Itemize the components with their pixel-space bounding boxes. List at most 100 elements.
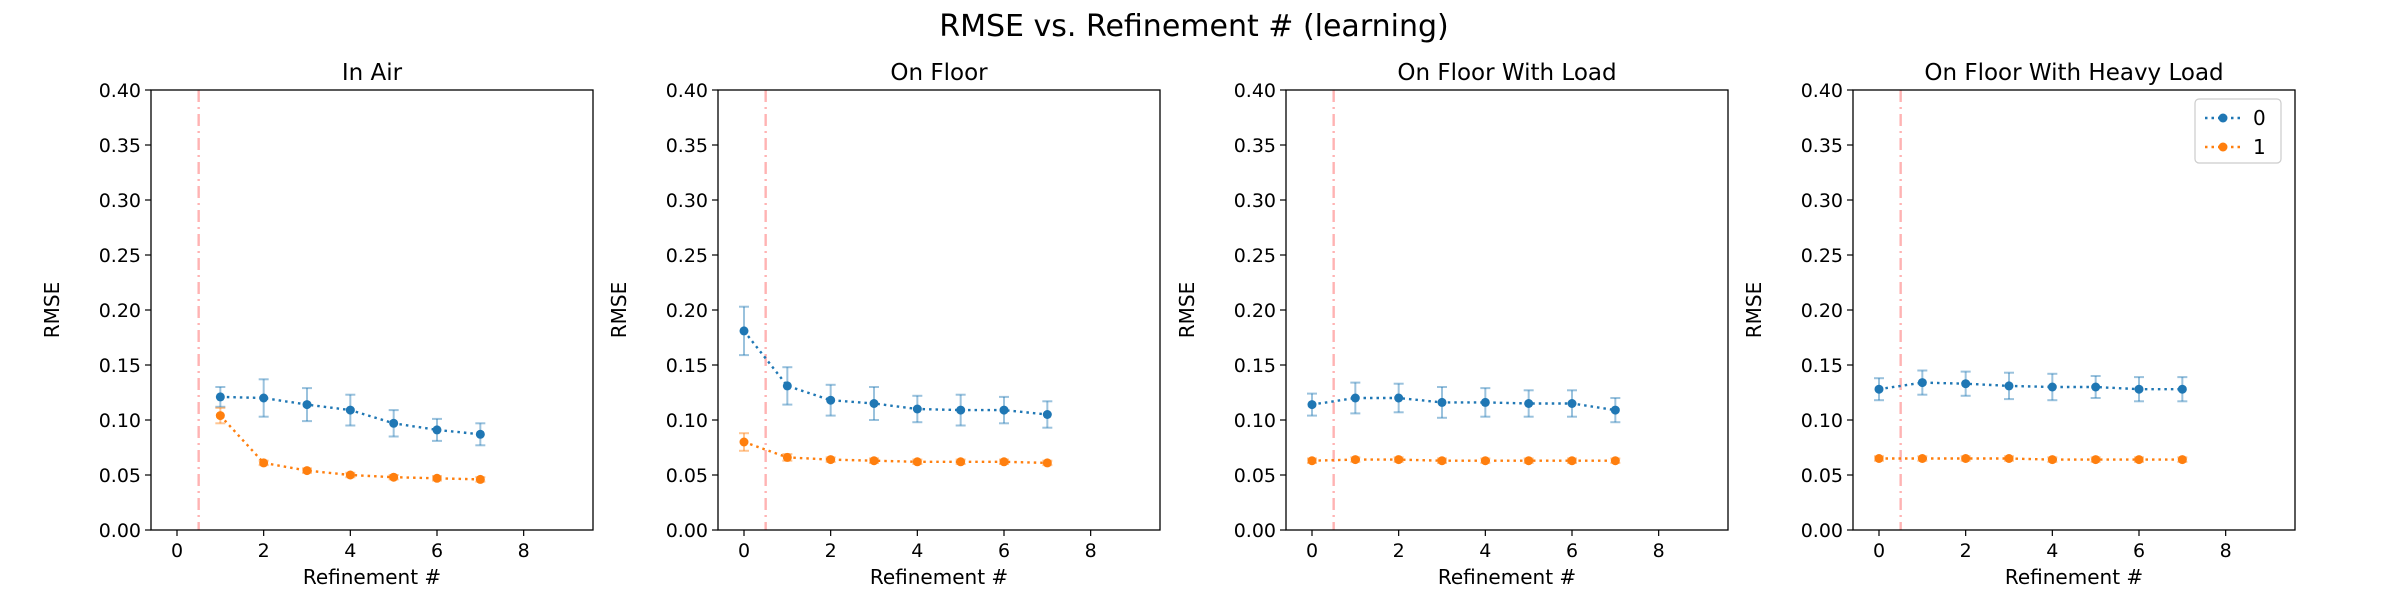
x-axis-label: Refinement # bbox=[1438, 565, 1576, 589]
data-point bbox=[302, 466, 312, 476]
y-tick-label: 0.20 bbox=[1234, 300, 1276, 322]
chart-title: On Floor With Load bbox=[1397, 60, 1616, 86]
x-tick-label: 4 bbox=[344, 540, 356, 562]
y-tick-label: 0.30 bbox=[99, 190, 141, 212]
y-tick-label: 0.05 bbox=[99, 465, 141, 487]
chart-panel-1: On Floor 0.00 0.05 0.10 0.15 0.20 0.25 0.30 0.35… bbox=[607, 60, 1161, 589]
data-point bbox=[2091, 382, 2101, 392]
data-point bbox=[2047, 382, 2057, 392]
y-tick-label: 0.35 bbox=[99, 135, 141, 157]
data-point bbox=[1610, 456, 1620, 466]
x-tick-label: 4 bbox=[911, 540, 923, 562]
series-0 bbox=[739, 305, 1053, 429]
data-point bbox=[1961, 454, 1971, 463]
y-tick-label: 0.40 bbox=[99, 80, 141, 102]
series-line bbox=[743, 440, 1048, 465]
data-point bbox=[1307, 400, 1317, 410]
data-point bbox=[345, 405, 355, 415]
y-tick-label: 0.00 bbox=[99, 520, 141, 542]
x-tick-label: 2 bbox=[1393, 540, 1405, 562]
x-tick-label: 6 bbox=[2133, 540, 2145, 562]
data-point bbox=[869, 399, 879, 408]
data-point bbox=[1567, 456, 1577, 466]
data-point bbox=[1480, 456, 1490, 466]
x-tick-label: 6 bbox=[431, 540, 443, 562]
y-tick-label: 0.40 bbox=[666, 80, 708, 102]
series-line bbox=[1879, 457, 2183, 461]
y-axis-label: RMSE bbox=[607, 282, 631, 338]
data-point bbox=[1961, 379, 1971, 389]
series-0 bbox=[1874, 369, 2188, 403]
series-1 bbox=[1874, 454, 2188, 465]
legend: 01 bbox=[2194, 98, 2282, 164]
data-point bbox=[739, 437, 749, 447]
legend-marker bbox=[2218, 113, 2228, 123]
data-point bbox=[1917, 378, 1927, 388]
x-tick-label: 0 bbox=[171, 540, 183, 562]
data-point bbox=[999, 405, 1009, 415]
y-tick-label: 0.15 bbox=[1801, 355, 1843, 377]
chart-panel-0: In Air 0.00 0.05 0.10 0.15 0.20 0.25 0.30 0.35 0.… bbox=[40, 60, 594, 589]
data-point bbox=[999, 457, 1009, 467]
y-tick-label: 0.35 bbox=[1234, 135, 1276, 157]
data-point bbox=[259, 393, 269, 403]
y-tick-label: 0.10 bbox=[99, 410, 141, 432]
data-point bbox=[869, 456, 879, 466]
legend-label: 0 bbox=[2253, 106, 2266, 130]
chart-panel-2: On Floor With Load 0.00 0.05 0.10 0.15 0.20 0.… bbox=[1175, 60, 1729, 589]
x-axis-label: Refinement # bbox=[870, 565, 1008, 589]
series-line bbox=[743, 330, 1048, 416]
data-point bbox=[2134, 455, 2144, 465]
y-axis-label: RMSE bbox=[1175, 282, 1199, 338]
y-tick-label: 0.10 bbox=[1234, 410, 1276, 432]
plot-frame bbox=[1852, 89, 2296, 531]
data-point bbox=[2177, 384, 2187, 394]
data-point bbox=[1307, 456, 1317, 466]
data-point bbox=[2004, 381, 2014, 391]
y-tick-label: 0.15 bbox=[666, 355, 708, 377]
y-tick-label: 0.00 bbox=[1234, 520, 1276, 542]
data-point bbox=[956, 405, 966, 415]
data-point bbox=[215, 411, 225, 421]
data-point bbox=[1917, 454, 1927, 463]
y-tick-label: 0.40 bbox=[1234, 80, 1276, 102]
x-tick-label: 8 bbox=[2220, 540, 2232, 562]
y-tick-label: 0.15 bbox=[1234, 355, 1276, 377]
data-point bbox=[1437, 456, 1447, 466]
data-point bbox=[432, 473, 442, 483]
data-point bbox=[389, 472, 399, 482]
series-1 bbox=[739, 432, 1053, 468]
x-axis-label: Refinement # bbox=[2005, 565, 2143, 589]
y-axis-label: RMSE bbox=[40, 282, 64, 338]
x-tick-label: 8 bbox=[1653, 540, 1665, 562]
y-tick-label: 0.20 bbox=[1801, 300, 1843, 322]
figure-title: RMSE vs. Refinement # (learning) bbox=[939, 9, 1449, 44]
y-tick-label: 0.20 bbox=[99, 300, 141, 322]
plot-frame bbox=[150, 89, 594, 531]
chart-title: In Air bbox=[342, 60, 403, 86]
y-tick-label: 0.00 bbox=[1801, 520, 1843, 542]
y-tick-label: 0.35 bbox=[1801, 135, 1843, 157]
data-point bbox=[1480, 397, 1490, 407]
data-point bbox=[1567, 399, 1577, 408]
y-tick-label: 0.15 bbox=[99, 355, 141, 377]
data-point bbox=[1042, 410, 1052, 419]
x-tick-label: 2 bbox=[825, 540, 837, 562]
y-tick-label: 0.05 bbox=[1801, 465, 1843, 487]
y-tick-label: 0.25 bbox=[99, 245, 141, 267]
data-point bbox=[1610, 405, 1620, 415]
x-tick-label: 0 bbox=[738, 540, 750, 562]
y-tick-label: 0.35 bbox=[666, 135, 708, 157]
x-tick-label: 2 bbox=[258, 540, 270, 562]
y-tick-label: 0.25 bbox=[1234, 245, 1276, 267]
data-point bbox=[215, 392, 225, 402]
data-point bbox=[2091, 455, 2101, 465]
data-point bbox=[1394, 393, 1404, 403]
data-point bbox=[912, 457, 922, 467]
x-tick-label: 6 bbox=[998, 540, 1010, 562]
legend-label: 1 bbox=[2253, 135, 2266, 159]
data-point bbox=[1874, 454, 1884, 463]
y-tick-label: 0.40 bbox=[1801, 80, 1843, 102]
series-1 bbox=[1307, 455, 1621, 466]
data-point bbox=[432, 425, 442, 435]
